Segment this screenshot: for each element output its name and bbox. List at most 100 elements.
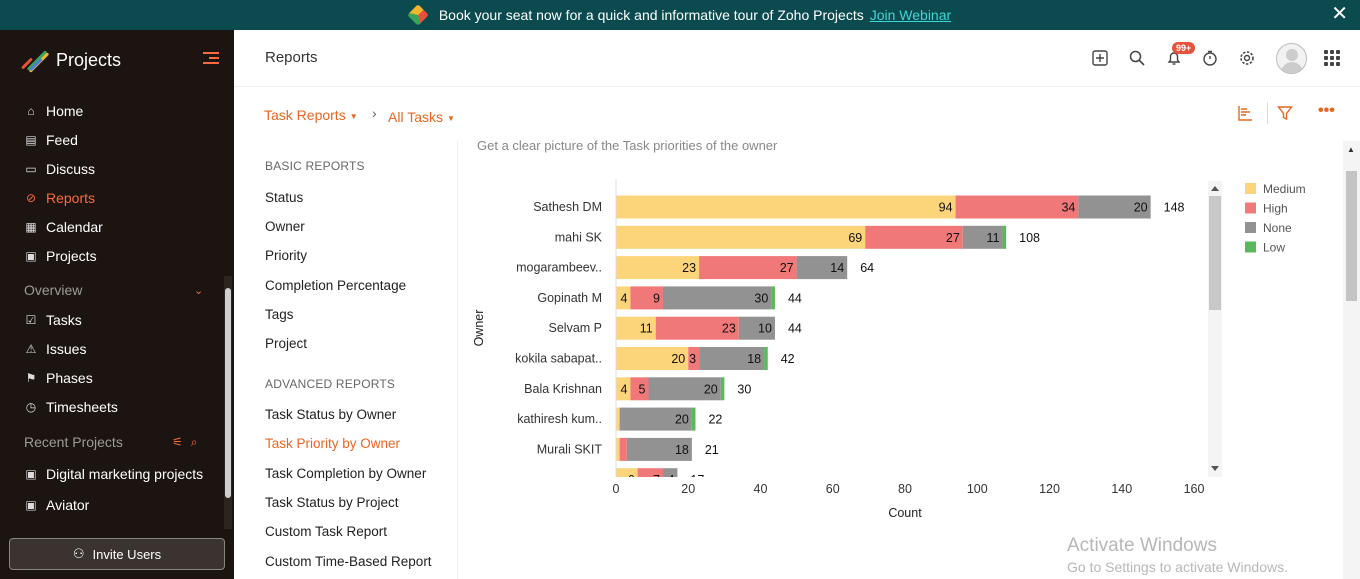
bar-segment-none[interactable] [962, 225, 1003, 249]
bar-segment-low[interactable] [691, 407, 696, 431]
bar-segment-none[interactable] [1078, 195, 1151, 219]
sidebar-item-discuss[interactable]: ▭ Discuss [0, 154, 222, 183]
report-item-owner[interactable]: Owner [265, 219, 305, 234]
bar-value-label: 10 [758, 322, 772, 336]
sidebar-item-digital-marketing-projects[interactable]: ▣ Digital marketing projects [0, 458, 222, 489]
chart-type-icon[interactable] [1237, 105, 1253, 125]
advanced-reports-title: ADVANCED REPORTS [265, 377, 396, 391]
report-item-task-completion-by-owner[interactable]: Task Completion by Owner [265, 466, 427, 481]
report-item-status[interactable]: Status [265, 190, 304, 205]
legend-label[interactable]: Low [1263, 241, 1285, 255]
all-tasks-dropdown[interactable]: All Tasks ▼ [388, 109, 455, 125]
bar-segment-none[interactable] [738, 316, 775, 340]
scroll-up-icon[interactable]: ▲ [1347, 145, 1355, 154]
overview-section-title[interactable]: Overview ⌄ [0, 276, 222, 304]
bar-segment-medium[interactable] [616, 256, 700, 280]
sidebar-item-tasks[interactable]: ☑ Tasks [0, 305, 222, 334]
legend-swatch-none [1245, 222, 1256, 233]
sidebar-item-projects[interactable]: ▣ Projects [0, 241, 222, 270]
sidebar-item-phases[interactable]: ⚑ Phases [0, 363, 222, 392]
bar-segment-medium[interactable] [616, 468, 638, 491]
bar-segment-medium[interactable] [616, 407, 620, 431]
bar-segment-low[interactable] [771, 286, 775, 310]
bar-segment-high[interactable] [619, 437, 627, 461]
overview-label: Overview [24, 282, 83, 298]
legend-label[interactable]: High [1263, 202, 1288, 216]
bar-segment-low[interactable] [764, 347, 768, 370]
report-item-task-status-by-project[interactable]: Task Status by Project [265, 495, 399, 510]
bar-segment-none[interactable] [619, 407, 692, 431]
main-scrollbar[interactable]: ▲ [1343, 141, 1360, 579]
owner-label: Murali SKIT [537, 442, 603, 456]
bar-value-label: 23 [722, 322, 736, 336]
bar-segment-high[interactable] [688, 347, 700, 370]
sidebar-item-issues[interactable]: ⚠ Issues [0, 334, 222, 363]
bar-segment-high[interactable] [637, 468, 663, 491]
sidebar-item-calendar[interactable]: ▦ Calendar [0, 212, 222, 241]
report-item-task-priority-by-owner[interactable]: Task Priority by Owner [265, 436, 401, 451]
bar-segment-high[interactable] [955, 195, 1079, 219]
join-webinar-link[interactable]: Join Webinar [869, 7, 952, 23]
caret-down-icon: ▼ [349, 111, 358, 121]
sidebar-item-reports[interactable]: ⊘ Reports [0, 183, 222, 212]
bar-segment-high[interactable] [699, 256, 797, 280]
bar-segment-none[interactable] [662, 286, 772, 310]
user-avatar[interactable] [1276, 43, 1307, 74]
bar-segment-medium[interactable] [616, 347, 689, 370]
close-icon[interactable]: ✕ [1331, 3, 1348, 25]
bar-segment-low[interactable] [720, 377, 725, 401]
bar-segment-high[interactable] [655, 316, 739, 340]
bar-segment-medium[interactable] [616, 225, 866, 249]
bar-segment-medium[interactable] [616, 316, 656, 340]
bar-value-label: 4 [620, 291, 627, 305]
bar-segment-low[interactable] [1002, 225, 1007, 249]
report-item-custom-task-report[interactable]: Custom Task Report [265, 524, 388, 539]
report-item-task-status-by-owner[interactable]: Task Status by Owner [265, 407, 397, 422]
filter-icon[interactable] [1277, 105, 1293, 125]
report-item-tags[interactable]: Tags [265, 307, 294, 322]
bar-segment-none[interactable] [796, 256, 848, 280]
add-icon[interactable] [1090, 48, 1110, 68]
more-options-icon[interactable]: ••• [1318, 102, 1335, 119]
bar-segment-none[interactable] [662, 468, 678, 491]
task-reports-dropdown[interactable]: Task Reports ▼ [264, 107, 358, 123]
zoho-logo-icon [407, 4, 429, 26]
report-item-custom-time-based-report[interactable]: Custom Time-Based Report [265, 554, 432, 569]
sidebar: Projects ⌂ Home ▤ Feed ▭ Discuss ⊘ Reports ▦ Cale… [0, 30, 234, 579]
filter-search-icons[interactable]: ⚟⌕ [172, 434, 206, 449]
bar-segment-none[interactable] [626, 437, 692, 461]
x-tick-label: 60 [826, 482, 840, 496]
scroll-down-icon[interactable] [1211, 466, 1219, 471]
apps-grid-icon[interactable] [1324, 50, 1340, 66]
report-item-priority[interactable]: Priority [265, 248, 308, 263]
owner-label: mogarambeev.. [516, 261, 602, 275]
bar-segment-medium[interactable] [616, 437, 620, 461]
sidebar-item-timesheets[interactable]: ◷ Timesheets [0, 392, 222, 421]
chevron-down-icon[interactable]: ⌄ [194, 284, 204, 297]
sidebar-scrollbar[interactable] [224, 276, 232, 529]
bar-segment-medium[interactable] [616, 195, 956, 219]
timer-icon[interactable] [1200, 48, 1220, 68]
bar-segment-medium[interactable] [616, 377, 631, 401]
menu-toggle-icon[interactable] [203, 52, 219, 64]
bar-segment-high[interactable] [865, 225, 963, 249]
brand[interactable]: Projects [20, 46, 121, 74]
bar-segment-none[interactable] [648, 377, 721, 401]
sidebar-item-feed[interactable]: ▤ Feed [0, 125, 222, 154]
bar-segment-medium[interactable] [616, 286, 631, 310]
legend-label[interactable]: None [1263, 221, 1292, 235]
bar-value-label: 18 [747, 352, 761, 366]
bar-segment-none[interactable] [699, 347, 765, 370]
scroll-up-icon[interactable] [1211, 186, 1219, 191]
legend-label[interactable]: Medium [1263, 182, 1306, 196]
sidebar-item-home[interactable]: ⌂ Home [0, 96, 222, 125]
chart-scrollbar-thumb[interactable] [1209, 196, 1221, 310]
sidebar-item-aviator[interactable]: ▣ Aviator [0, 489, 222, 520]
bar-segment-high[interactable] [630, 286, 663, 310]
report-item-project[interactable]: Project [265, 336, 308, 351]
settings-gear-icon[interactable] [1237, 48, 1257, 68]
search-icon[interactable] [1127, 48, 1147, 68]
bar-segment-high[interactable] [630, 377, 649, 401]
invite-users-button[interactable]: ⚇ Invite Users [9, 538, 225, 570]
report-item-completion-percentage[interactable]: Completion Percentage [265, 278, 407, 293]
